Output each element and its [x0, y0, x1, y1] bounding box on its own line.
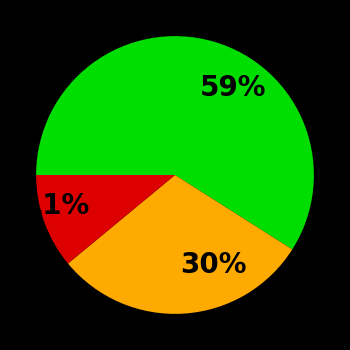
- Text: 11%: 11%: [24, 191, 90, 219]
- Wedge shape: [36, 36, 314, 250]
- Text: 30%: 30%: [181, 251, 247, 279]
- Text: 59%: 59%: [200, 74, 267, 102]
- Wedge shape: [36, 175, 175, 264]
- Wedge shape: [68, 175, 292, 314]
